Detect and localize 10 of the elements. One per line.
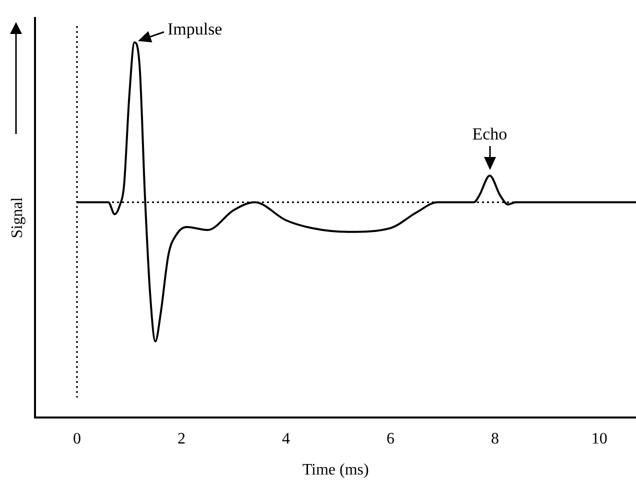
x-axis-title: Time (ms) xyxy=(302,462,369,479)
y-axis-title: Signal xyxy=(8,196,26,238)
x-tick-label: 4 xyxy=(282,430,290,448)
x-tick-label: 2 xyxy=(177,430,186,448)
x-tick-label: 0 xyxy=(72,430,81,448)
annotation: Impulse xyxy=(167,19,222,38)
x-tick-label: 6 xyxy=(386,430,394,448)
annotation: Echo xyxy=(472,124,508,144)
x-tick-label: 8 xyxy=(490,430,499,448)
x-tick-label: 10 xyxy=(591,430,608,448)
